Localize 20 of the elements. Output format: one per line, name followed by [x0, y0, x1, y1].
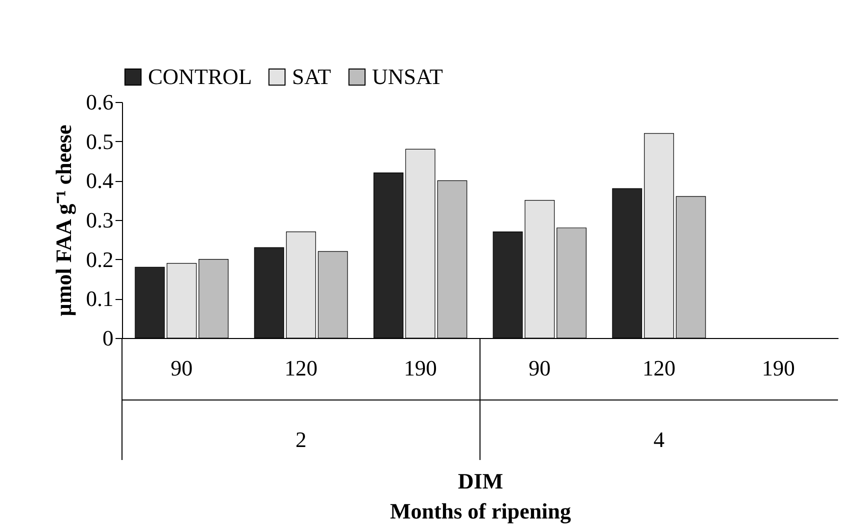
text: 2 — [296, 427, 306, 452]
y-tick-label: 0.3 — [86, 208, 114, 232]
x-tick-label: 90 — [170, 356, 193, 380]
x-tick-label: 190 — [404, 356, 437, 380]
legend-label: UNSAT — [372, 64, 444, 89]
x-tick-label: 90 — [528, 356, 551, 380]
y-tick-label: 0.2 — [86, 246, 114, 272]
y-tick-label: 0.1 — [86, 286, 114, 312]
y-tick-label: 0.5 — [86, 128, 114, 154]
x-axis-title: DIM Months of ripening — [390, 468, 571, 524]
y-tick-label: 0 — [102, 326, 114, 350]
x-tick-label: 120 — [284, 356, 318, 380]
legend-label: SAT — [292, 64, 332, 89]
x-tick-label: 190 — [762, 356, 795, 380]
text: 4 — [654, 427, 664, 452]
x-tick-label: 120 — [642, 356, 676, 380]
y-tick-label: 0.4 — [86, 168, 114, 194]
legend-label: CONTROL — [148, 64, 252, 89]
y-tick-label: 0.6 — [86, 90, 114, 114]
y-axis-title: µmol FAA g⁻¹ cheese — [51, 124, 76, 316]
